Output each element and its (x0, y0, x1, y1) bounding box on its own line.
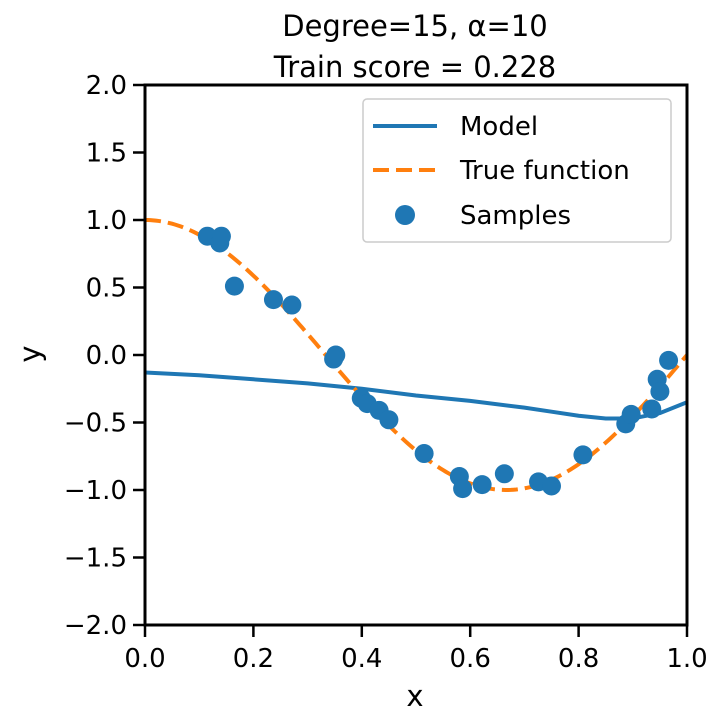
sample-point (263, 290, 283, 310)
sample-point (542, 476, 561, 496)
sample-point (379, 410, 399, 430)
y-tick-label: 1.0 (86, 206, 127, 236)
sample-point (494, 464, 514, 484)
model-line (145, 370, 687, 421)
true-function-line (145, 218, 687, 493)
sample-point (621, 404, 641, 424)
x-axis-label: x (406, 679, 423, 713)
y-tick-label: 1.5 (86, 139, 127, 169)
axes: 0.0 0.2 0.4 0.6 0.8 1.0 2.0 1.5 1.0 0.5 0.0 −0.5 −1.… (64, 71, 708, 674)
legend-frame (362, 98, 672, 243)
sample-point (650, 381, 670, 401)
legend: Model True function Samples (362, 98, 672, 243)
sample-point (326, 345, 346, 365)
sample-point (453, 479, 473, 499)
legend-label-model: Model (460, 112, 538, 142)
x-tick-label: 0.2 (233, 644, 274, 674)
sample-point (224, 276, 244, 296)
legend-label-true-function: True function (459, 156, 630, 186)
x-tick-label: 0.4 (341, 644, 382, 674)
sample-point (282, 295, 302, 315)
x-tick-label: 0.0 (124, 644, 165, 674)
y-tick-label: 0.5 (86, 274, 127, 304)
y-tick-label: −1.0 (64, 476, 127, 506)
sample-point (472, 475, 492, 495)
chart-title-line-1: Degree=15, α=10 (282, 9, 548, 43)
y-axis-label: y (13, 345, 47, 362)
y-tick-label: −2.0 (64, 611, 127, 641)
sample-point (659, 350, 679, 370)
y-tick-label: −0.5 (64, 409, 127, 439)
chart-title-line-2: Train score = 0.228 (273, 50, 556, 84)
y-tick-label: 0.0 (86, 341, 127, 371)
y-tick-label: −1.5 (64, 544, 127, 574)
sample-point (211, 226, 231, 246)
sample-point (642, 399, 662, 419)
x-tick-label: 0.6 (450, 644, 491, 674)
sample-point (414, 444, 434, 464)
legend-label-samples: Samples (460, 201, 571, 231)
x-tick-label: 1.0 (666, 644, 707, 674)
y-tick-label: 2.0 (86, 71, 127, 101)
legend-swatch-samples (395, 205, 415, 225)
x-tick-label: 0.8 (558, 644, 599, 674)
sample-point (573, 445, 593, 465)
